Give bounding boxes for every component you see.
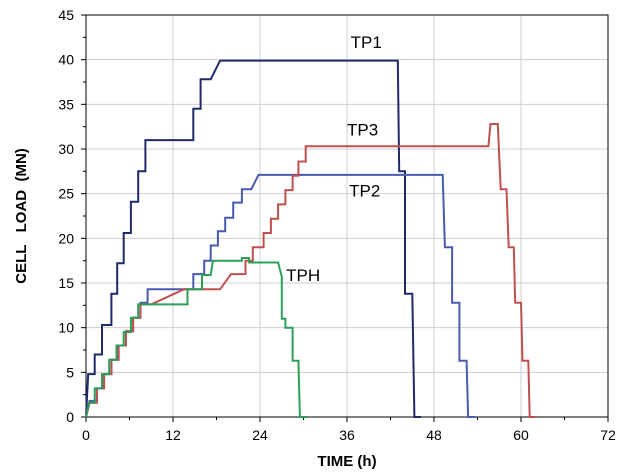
y-tick-label: 25 (58, 186, 74, 202)
y-tick-label: 15 (58, 275, 74, 291)
series-line-tp3 (85, 123, 536, 418)
series-line-tp1 (85, 59, 421, 418)
y-tick-label: 30 (58, 141, 74, 157)
y-tick-label: 45 (58, 7, 74, 23)
y-tick-label: 35 (58, 96, 74, 112)
x-tick-label: 24 (252, 427, 268, 443)
series-label-tp3: TP3 (347, 121, 378, 140)
x-tick-label: 12 (165, 427, 181, 443)
y-tick-label: 5 (66, 364, 74, 380)
y-tick-labels: 0 5 10 15 20 25 30 35 40 45 (58, 7, 74, 425)
x-tick-label: 0 (82, 427, 90, 443)
series-label-tp1: TP1 (351, 33, 382, 52)
series-line-tph (85, 257, 308, 418)
axis-ticks (81, 14, 609, 422)
x-tick-label: 48 (426, 427, 442, 443)
series-label-tph: TPH (286, 266, 320, 285)
x-tick-label: 72 (600, 427, 616, 443)
series-labels: TP1 TP3 TP2 TPH (286, 33, 382, 285)
grid-lines (86, 15, 608, 417)
series-line-tp2 (85, 173, 476, 418)
y-tick-label: 0 (66, 409, 74, 425)
x-tick-labels: 0 12 24 36 48 60 72 (82, 427, 616, 443)
x-tick-label: 36 (339, 427, 355, 443)
y-tick-label: 20 (58, 230, 74, 246)
y-tick-label: 10 (58, 320, 74, 336)
x-axis-title: TIME (h) (317, 453, 376, 470)
series-lines (85, 59, 536, 418)
series-label-tp2: TP2 (349, 181, 380, 200)
y-axis-title: CELL LOAD (MN) (13, 148, 30, 284)
y-tick-label: 40 (58, 52, 74, 68)
x-tick-label: 60 (513, 427, 529, 443)
